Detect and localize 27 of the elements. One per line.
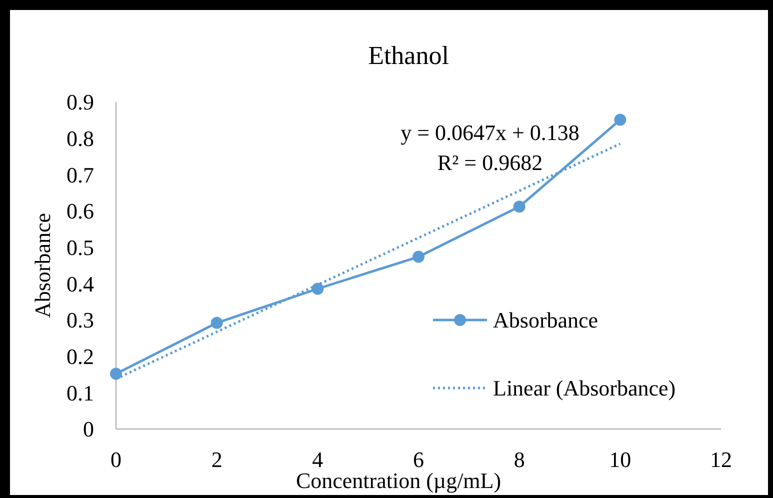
x-tick-label: 12 <box>710 447 732 472</box>
annotation: R² = 0.9682 <box>437 150 543 175</box>
y-tick-label: 0.8 <box>66 126 94 152</box>
point <box>312 282 324 295</box>
legend-label: Linear (Absorbance) <box>493 376 676 401</box>
x-tick-label: 10 <box>609 447 632 472</box>
y-tick-label: 0.7 <box>66 162 94 188</box>
y-tick-label: 0.5 <box>66 235 94 260</box>
y-tick-label: 0.6 <box>66 198 94 224</box>
x-tick-label: 0 <box>110 447 122 472</box>
point <box>513 200 526 213</box>
y-tick-label: 0 <box>83 416 94 442</box>
y-tick-label: 0.4 <box>66 271 94 296</box>
x-tick-label: 2 <box>211 447 222 472</box>
chart-title: Ethanol <box>368 41 449 70</box>
y-tick-label: 0.9 <box>66 90 94 115</box>
annotation: y = 0.0647x + 0.138 <box>400 120 580 145</box>
point <box>110 368 122 380</box>
y-tick-label: 0.2 <box>66 344 94 370</box>
x-tick-label: 8 <box>514 447 525 472</box>
point <box>210 316 223 329</box>
y-tick-label: 0.1 <box>66 380 94 406</box>
y-tick-label: 0.3 <box>66 308 94 333</box>
legend-label: Absorbance <box>493 308 598 333</box>
point <box>412 250 424 263</box>
y-axis-title: Absorbance <box>30 212 55 318</box>
point <box>614 114 626 126</box>
